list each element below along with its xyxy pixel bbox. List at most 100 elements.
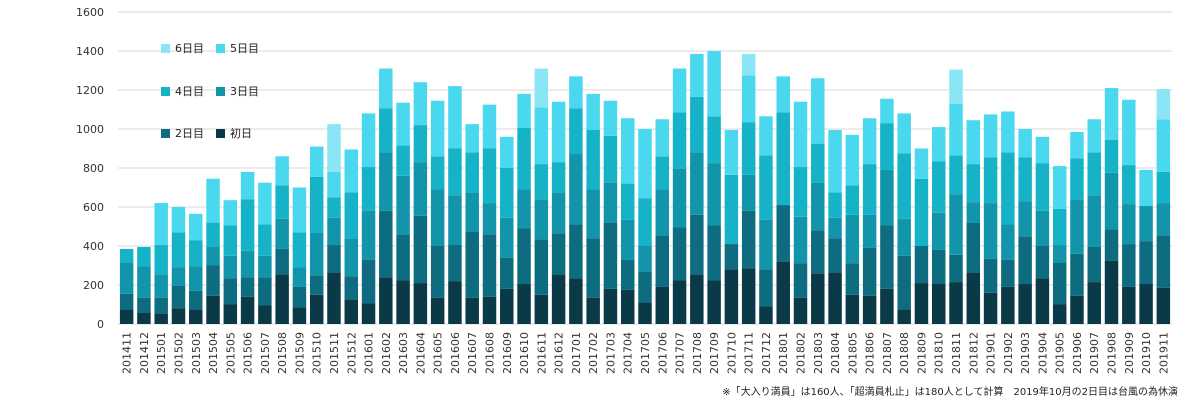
bar-segment (620, 183, 635, 220)
y-tick-label: 400 (83, 240, 104, 253)
bar-segment (309, 294, 324, 324)
bar-segment (1104, 139, 1119, 173)
bar-segment (534, 107, 549, 165)
bar-segment (880, 288, 894, 324)
bar-segment (1104, 229, 1119, 261)
bar-segment (949, 103, 963, 156)
bar-segment (413, 162, 428, 216)
y-tick-label: 1000 (76, 123, 104, 136)
bar-segment (966, 272, 981, 324)
x-tick-label: 201705 (639, 332, 652, 374)
y-tick-label: 1200 (76, 84, 104, 97)
x-tick-label: 201807 (881, 332, 894, 374)
legend-swatch (161, 43, 170, 53)
bar-segment (1001, 224, 1015, 260)
bar-segment (1001, 259, 1015, 287)
bar-segment (672, 280, 687, 324)
legend-item: 2日目 (161, 125, 204, 141)
bar-segment (292, 187, 307, 233)
bar-segment (828, 129, 842, 193)
bar-segment (741, 268, 756, 324)
x-tick-label: 201505 (224, 332, 237, 374)
bar-segment (897, 309, 911, 324)
bar-segment (931, 212, 946, 250)
bar-segment (1122, 165, 1136, 205)
bar-segment (396, 280, 410, 324)
bar-segment (724, 129, 739, 175)
x-tick-label: 201805 (846, 332, 859, 374)
x-tick-label: 201411 (121, 332, 134, 374)
x-tick-label: 201507 (259, 332, 272, 374)
bar-segment (603, 222, 618, 289)
legend-label: 2日目 (175, 127, 204, 140)
bar-segment (966, 222, 981, 273)
bar-segment (344, 149, 359, 193)
bar-segment (517, 284, 531, 324)
bar-segment (361, 113, 376, 168)
bar-segment (845, 134, 860, 186)
bar-segment (292, 307, 307, 324)
bar-segment (1018, 157, 1032, 202)
bar-segment (275, 274, 289, 324)
bar-segment (1122, 204, 1136, 245)
bar-segment (569, 224, 583, 279)
x-tick-label: 201903 (1019, 332, 1032, 374)
bar-segment (1035, 278, 1050, 324)
bar-segment (1035, 163, 1050, 211)
bar-segment (914, 148, 929, 179)
bar-segment (966, 202, 981, 223)
bar-segment (189, 290, 203, 310)
x-tick-label: 201709 (708, 332, 721, 374)
x-tick-label: 201607 (466, 332, 479, 374)
x-tick-label: 201506 (242, 332, 255, 374)
bar-segment (1052, 262, 1067, 305)
bar-segment (793, 297, 808, 324)
bar-segment (534, 239, 549, 295)
bar-segment (482, 203, 497, 235)
bar-segment (776, 205, 790, 262)
bar-segment (759, 219, 773, 270)
bar-segment (448, 86, 462, 149)
x-tick-label: 201509 (293, 332, 306, 374)
bar-segment (448, 195, 462, 246)
bar-segment (655, 235, 670, 287)
bar-segment (258, 277, 272, 306)
bar-segment (1104, 172, 1119, 230)
bar-segment (1087, 195, 1101, 247)
bar-segment (983, 258, 998, 293)
legend-label: 初日 (230, 127, 252, 140)
bar-segment (741, 53, 756, 76)
x-tick-label: 201512 (345, 332, 358, 374)
legend-label: 5日目 (230, 42, 259, 55)
x-tick-label: 201909 (1123, 332, 1136, 374)
bar-segment (413, 283, 428, 324)
x-tick-label: 201804 (829, 332, 842, 374)
bar-segment (240, 277, 255, 297)
bar-segment (897, 113, 911, 154)
bar-segment (379, 210, 393, 278)
bar-segment (206, 265, 220, 296)
bar-segment (551, 233, 566, 275)
bar-segment (793, 101, 808, 168)
bar-segment (171, 285, 186, 309)
x-tick-label: 201708 (691, 332, 704, 374)
x-tick-label: 201707 (674, 332, 687, 374)
bar-segment (949, 155, 963, 195)
bar-segment (1139, 206, 1153, 242)
y-tick-label: 0 (97, 318, 104, 331)
x-tick-label: 201905 (1054, 332, 1067, 374)
bar-segment (189, 240, 203, 267)
bar-segment (672, 112, 687, 169)
x-tick-label: 201710 (725, 332, 738, 374)
bar-segment (137, 297, 151, 313)
bar-segment (206, 246, 220, 266)
bar-segment (223, 255, 238, 279)
bar-segment (1018, 129, 1032, 158)
x-tick-label: 201906 (1071, 332, 1084, 374)
bar-segment (811, 78, 825, 144)
bar-segment (811, 230, 825, 274)
bar-segment (638, 129, 652, 199)
bar-segment (119, 262, 134, 294)
bar-segment (724, 269, 739, 324)
